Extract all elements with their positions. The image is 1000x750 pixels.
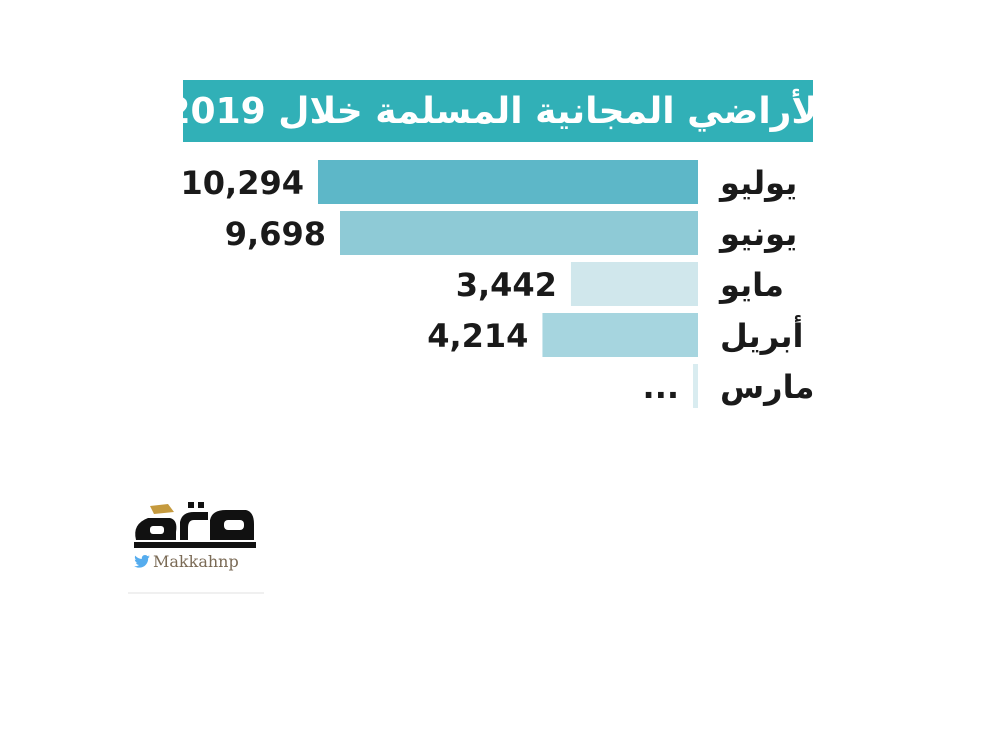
data-label: 3,442 bbox=[456, 266, 557, 304]
twitter-handle: Makkahnp bbox=[153, 552, 239, 571]
data-label: 9,698 bbox=[225, 215, 326, 253]
logo-divider bbox=[128, 592, 264, 594]
bar bbox=[570, 262, 698, 306]
chart-title-banner: الأراضي المجانية المسلمة خلال 2019 bbox=[165, 80, 831, 142]
bar bbox=[693, 364, 698, 408]
bar bbox=[340, 211, 698, 255]
data-label: 4,214 bbox=[427, 317, 528, 355]
bar bbox=[318, 160, 698, 204]
twitter-icon bbox=[134, 555, 150, 568]
chart-title: الأراضي المجانية المسلمة خلال 2019 bbox=[165, 90, 831, 132]
makkah-logo-mark bbox=[134, 502, 256, 548]
category-label: يونيو bbox=[718, 215, 797, 253]
category-label: مايو bbox=[718, 266, 784, 304]
category-label: مارس bbox=[720, 368, 814, 406]
data-label: ... bbox=[643, 368, 679, 406]
bar bbox=[542, 313, 698, 357]
category-label: أبريل bbox=[720, 315, 803, 355]
data-label: 10,294 bbox=[181, 164, 304, 202]
makkah-logo: Makkahnp bbox=[128, 500, 268, 595]
category-label: يوليو bbox=[718, 164, 797, 202]
